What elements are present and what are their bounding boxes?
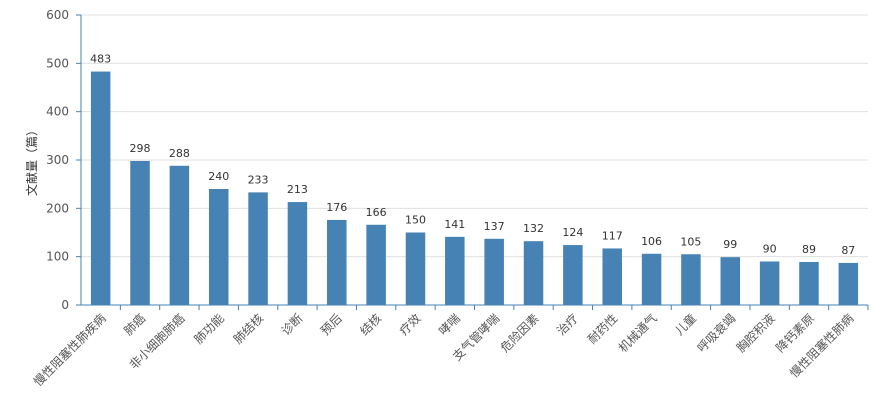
x-tick-label: 诊断 bbox=[278, 311, 306, 339]
bar bbox=[405, 232, 426, 305]
data-label: 132 bbox=[523, 222, 544, 235]
bars bbox=[90, 71, 859, 305]
y-tick-label: 400 bbox=[46, 105, 69, 119]
bar bbox=[641, 253, 662, 305]
data-labels: 483 298 288 240 233 213 176 166 150 141 137 132 124 1… bbox=[90, 53, 855, 257]
data-label: 150 bbox=[405, 214, 426, 227]
bar bbox=[327, 219, 347, 305]
bar bbox=[366, 224, 386, 305]
x-tick-label: 儿童 bbox=[671, 311, 699, 339]
y-tick-label: 100 bbox=[46, 250, 69, 264]
y-tick-label: 300 bbox=[46, 153, 69, 167]
data-label: 137 bbox=[484, 220, 505, 233]
data-label: 105 bbox=[680, 235, 701, 248]
y-tick-label: 0 bbox=[61, 298, 69, 312]
bar bbox=[130, 160, 150, 305]
x-tick-label: 耐药性 bbox=[585, 311, 620, 346]
bar bbox=[523, 241, 544, 305]
x-tick-label: 治疗 bbox=[554, 311, 581, 338]
y-tick-label: 600 bbox=[46, 8, 69, 22]
bar bbox=[208, 189, 229, 305]
data-label: 298 bbox=[130, 142, 151, 155]
x-tick-label: 危险因素 bbox=[497, 311, 542, 356]
x-tick-label: 肺结核 bbox=[231, 311, 266, 346]
data-label: 483 bbox=[90, 53, 111, 66]
y-axis-title: 文献量（篇） bbox=[24, 124, 39, 196]
data-label: 233 bbox=[248, 173, 269, 186]
y-tick-label: 500 bbox=[46, 56, 69, 70]
bar bbox=[90, 71, 111, 305]
x-tick-label: 肺癌 bbox=[121, 311, 149, 339]
x-tick-label: 胸腔积液 bbox=[733, 311, 778, 356]
bar bbox=[838, 262, 859, 305]
x-tick-label: 肺功能 bbox=[191, 311, 226, 346]
grid-lines bbox=[81, 14, 868, 258]
bar bbox=[169, 165, 190, 305]
x-tick-label: 慢性阻塞性肺疾病 bbox=[30, 311, 108, 389]
x-tick-label: 哮喘 bbox=[436, 311, 463, 338]
data-label: 288 bbox=[169, 147, 190, 160]
bar bbox=[799, 261, 819, 305]
bar bbox=[287, 202, 308, 305]
x-tick-label: 预后 bbox=[318, 311, 345, 338]
bar bbox=[720, 257, 741, 305]
data-label: 240 bbox=[208, 170, 229, 183]
bar bbox=[602, 248, 622, 305]
data-label: 117 bbox=[602, 229, 623, 242]
bar bbox=[681, 254, 701, 305]
bar bbox=[563, 245, 583, 305]
data-label: 90 bbox=[763, 243, 777, 256]
data-label: 213 bbox=[287, 183, 308, 196]
data-label: 106 bbox=[641, 235, 662, 248]
y-axis-ticks: 0 100 200 300 400 500 600 bbox=[46, 8, 81, 312]
data-label: 141 bbox=[444, 218, 465, 231]
bar bbox=[484, 238, 504, 305]
y-tick-label: 200 bbox=[46, 201, 69, 215]
data-label: 89 bbox=[802, 243, 816, 256]
data-label: 176 bbox=[326, 201, 347, 214]
x-tick-label: 机械通气 bbox=[615, 311, 660, 356]
x-tick-label: 疗效 bbox=[396, 311, 424, 339]
x-tick-label: 呼吸衰竭 bbox=[694, 311, 739, 356]
bar bbox=[445, 236, 465, 305]
data-label: 124 bbox=[562, 226, 583, 239]
bar bbox=[248, 192, 268, 305]
data-label: 99 bbox=[723, 238, 737, 251]
data-label: 166 bbox=[366, 206, 387, 219]
data-label: 87 bbox=[841, 244, 855, 257]
x-tick-label: 结核 bbox=[357, 311, 384, 338]
bar bbox=[759, 261, 780, 305]
